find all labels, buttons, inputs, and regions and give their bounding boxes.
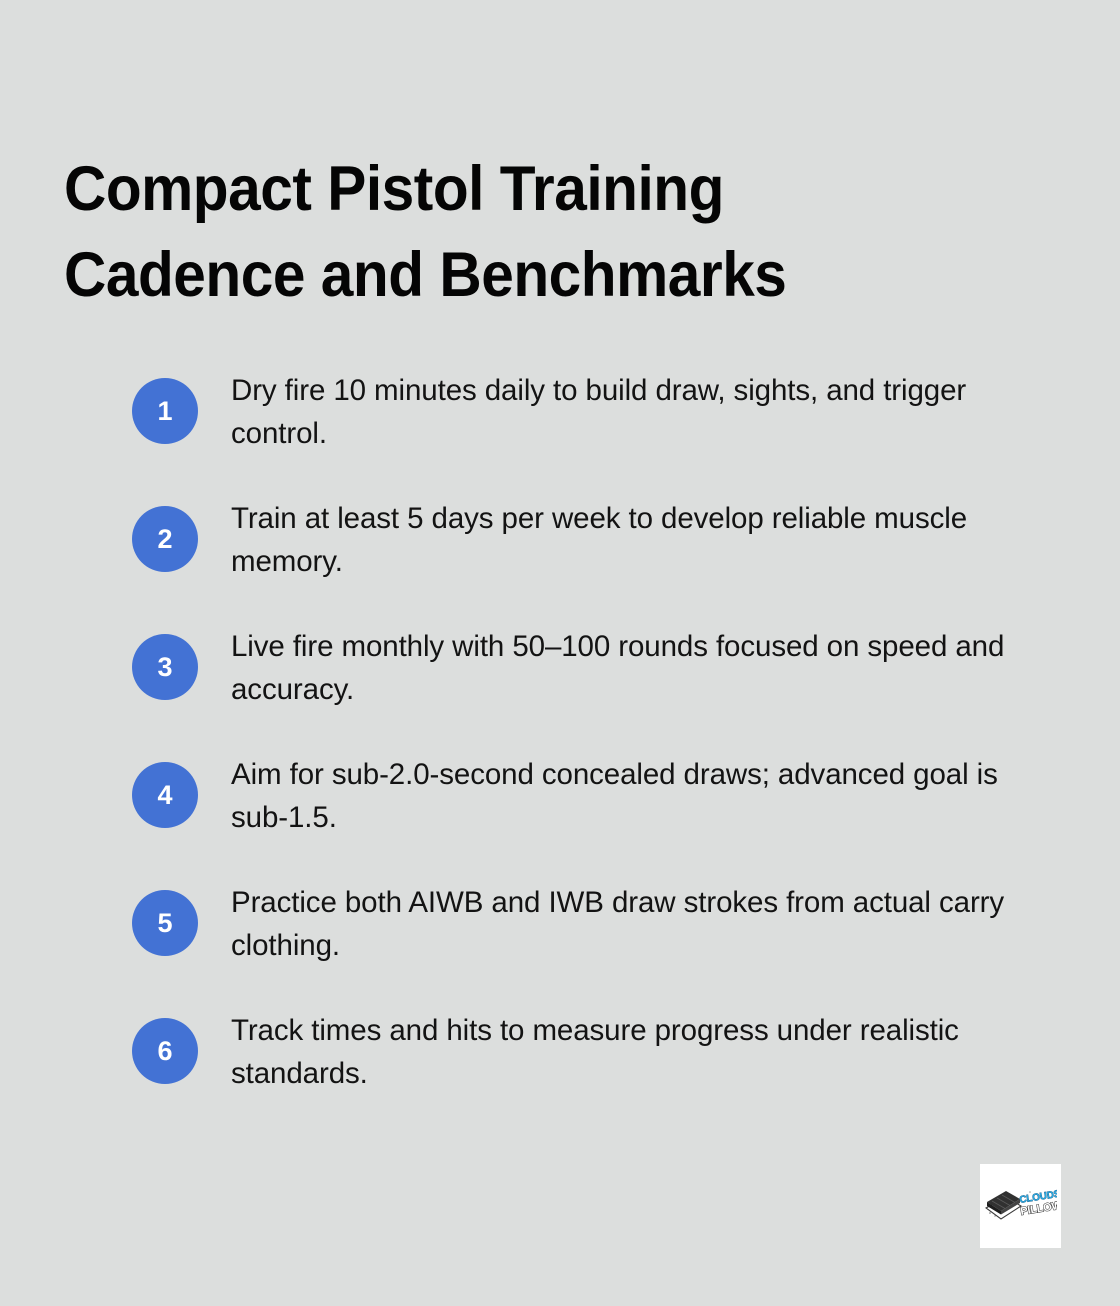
list-item: 4 Aim for sub-2.0-second concealed draws… xyxy=(132,753,1052,839)
brand-logo: CLOUDSTER PILLOW xyxy=(980,1164,1061,1248)
step-text: Track times and hits to measure progress… xyxy=(231,1014,959,1090)
step-number-badge: 4 xyxy=(132,762,198,828)
step-text: Practice both AIWB and IWB draw strokes … xyxy=(231,886,1005,962)
list-item: 2 Train at least 5 days per week to deve… xyxy=(132,497,1052,583)
logo-inner: CLOUDSTER PILLOW xyxy=(980,1164,1061,1248)
step-text: Train at least 5 days per week to develo… xyxy=(231,502,968,578)
list-item: 6 Track times and hits to measure progre… xyxy=(132,1009,1052,1095)
step-text: Dry fire 10 minutes daily to build draw,… xyxy=(231,374,967,450)
page-title: Compact Pistol Training Cadence and Benc… xyxy=(64,154,787,311)
steps-list: 1 Dry fire 10 minutes daily to build dra… xyxy=(132,369,1052,1095)
list-item: 1 Dry fire 10 minutes daily to build dra… xyxy=(132,369,1052,455)
step-number-badge: 2 xyxy=(132,506,198,572)
step-number-badge: 3 xyxy=(132,634,198,700)
step-text: Aim for sub-2.0-second concealed draws; … xyxy=(231,758,998,834)
step-number-badge: 6 xyxy=(132,1018,198,1084)
mattress-pillow-icon: CLOUDSTER PILLOW xyxy=(984,1186,1057,1220)
step-number-badge: 1 xyxy=(132,378,198,444)
list-item: 3 Live fire monthly with 50–100 rounds f… xyxy=(132,625,1052,711)
step-text: Live fire monthly with 50–100 rounds foc… xyxy=(231,630,1005,706)
list-item: 5 Practice both AIWB and IWB draw stroke… xyxy=(132,881,1052,967)
step-number-badge: 5 xyxy=(132,890,198,956)
